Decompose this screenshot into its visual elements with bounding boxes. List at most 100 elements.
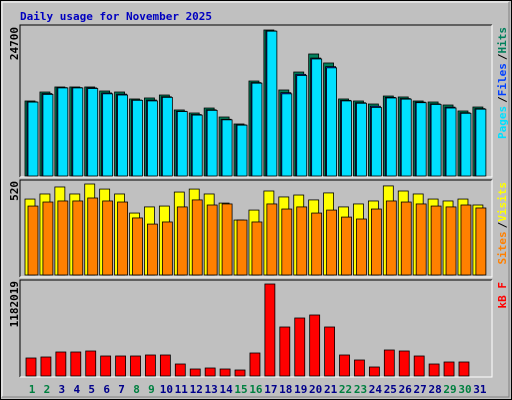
- bar: [294, 317, 306, 377]
- x-tick-label: 10: [160, 383, 173, 396]
- bar: [339, 354, 350, 377]
- bar: [100, 355, 112, 377]
- x-tick-label: 29: [443, 383, 456, 396]
- bar: [57, 87, 69, 177]
- bar: [281, 208, 293, 276]
- bar: [115, 355, 126, 377]
- legend: Sites /Visits: [496, 182, 509, 265]
- bar: [400, 201, 412, 276]
- bar: [206, 204, 218, 276]
- legend-entry: Hits: [496, 27, 509, 54]
- legend-entry: Files: [496, 63, 509, 96]
- bar: [42, 94, 54, 177]
- x-tick-label: 8: [133, 383, 140, 396]
- x-tick-label: 13: [205, 383, 218, 396]
- bar: [251, 221, 263, 276]
- bar: [236, 219, 248, 276]
- panel-bevel: [19, 279, 492, 377]
- x-tick-label: 11: [175, 383, 189, 396]
- bar: [311, 212, 323, 276]
- bar: [383, 349, 395, 377]
- bar: [324, 326, 336, 377]
- bar: [159, 354, 171, 377]
- bar: [161, 96, 173, 177]
- x-tick-label: 30: [458, 383, 471, 396]
- legend: kB F: [496, 282, 509, 309]
- bar: [460, 204, 472, 276]
- bar: [249, 352, 261, 377]
- legend: Pages/Files/Hits: [496, 27, 509, 139]
- bar: [415, 102, 427, 177]
- x-tick-label: 4: [73, 383, 80, 396]
- bar: [191, 114, 203, 177]
- bar: [385, 97, 397, 177]
- bar: [475, 108, 487, 177]
- x-tick-label: 2: [44, 383, 51, 396]
- panel-bevel: [20, 180, 493, 278]
- bar: [341, 100, 352, 177]
- x-tick-label: 7: [118, 383, 125, 396]
- bar: [25, 357, 37, 377]
- bar: [70, 351, 82, 377]
- x-tick-label: 26: [399, 383, 413, 396]
- x-tick-label: 22: [339, 383, 352, 396]
- bar: [356, 218, 367, 276]
- bar: [191, 199, 203, 276]
- bar: [102, 93, 114, 177]
- bar: [72, 87, 84, 177]
- bar: [356, 102, 367, 177]
- y-tick-label: 1182019: [8, 281, 21, 327]
- bar: [368, 366, 380, 377]
- bar: [219, 368, 231, 377]
- bar: [55, 351, 67, 377]
- bar: [475, 207, 487, 276]
- bar: [72, 200, 84, 276]
- bar: [443, 361, 455, 377]
- x-tick-label: 1: [29, 383, 36, 396]
- y-tick-label: 24700: [8, 27, 21, 60]
- bar: [309, 314, 321, 377]
- legend-entry: Pages: [496, 106, 509, 139]
- legend-separator: /: [496, 96, 509, 103]
- x-tick-label: 20: [309, 383, 322, 396]
- bar: [385, 200, 397, 276]
- bar: [161, 221, 173, 276]
- bar: [27, 101, 39, 177]
- y-tick-label: 520: [8, 181, 21, 201]
- x-tick-label: 6: [103, 383, 110, 396]
- bar: [234, 369, 246, 377]
- bar: [296, 75, 308, 177]
- bar: [296, 206, 308, 276]
- bar: [458, 361, 470, 377]
- bar: [87, 88, 99, 177]
- bar: [221, 203, 233, 276]
- bar: [445, 107, 457, 177]
- bar: [147, 223, 158, 276]
- bar: [428, 363, 440, 377]
- x-tick-label: 15: [234, 383, 247, 396]
- bar: [400, 98, 412, 177]
- bar: [176, 206, 188, 276]
- bar: [430, 205, 442, 276]
- x-tick-label: 14: [219, 383, 233, 396]
- bar: [117, 201, 128, 276]
- bar: [27, 205, 39, 276]
- bar: [264, 283, 276, 377]
- bar: [189, 368, 201, 377]
- x-tick-label: 12: [190, 383, 203, 396]
- panel-bevel: [20, 25, 493, 178]
- bar: [326, 67, 338, 177]
- bar: [174, 363, 186, 377]
- bar: [341, 216, 352, 276]
- legend-entry: kB F: [496, 282, 509, 309]
- chart-title: Daily usage for November 2025: [20, 10, 212, 23]
- x-tick-label: 21: [324, 383, 338, 396]
- x-tick-label: 28: [428, 383, 441, 396]
- bar: [370, 208, 382, 276]
- bar: [85, 350, 97, 377]
- x-tick-label: 16: [249, 383, 263, 396]
- x-tick-label: 3: [59, 383, 66, 396]
- bar: [206, 109, 218, 177]
- panel-bevel: [19, 24, 492, 177]
